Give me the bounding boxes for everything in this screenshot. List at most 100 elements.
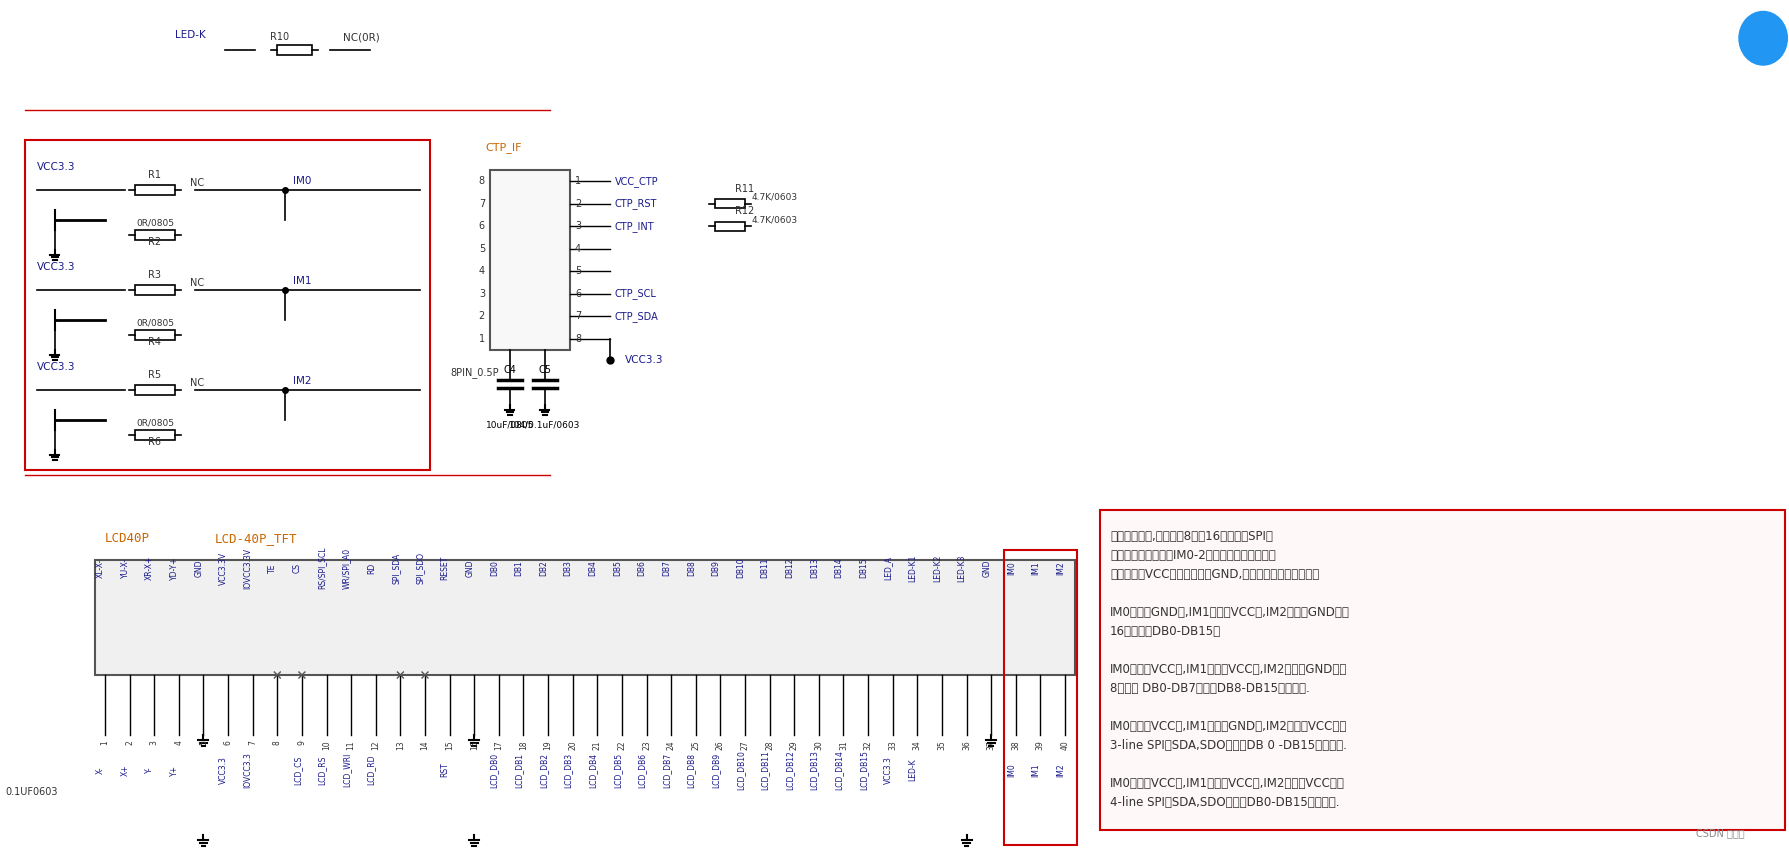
Text: IM0: IM0 — [1005, 561, 1014, 575]
Text: IM0: IM0 — [293, 176, 311, 186]
Text: 39: 39 — [1036, 740, 1045, 750]
Text: 30: 30 — [814, 740, 823, 750]
Text: LCD_DB9: LCD_DB9 — [710, 752, 719, 788]
Text: IM2: IM2 — [293, 376, 311, 386]
Text: 一个上拉到VCC，一个下拉到GND,灵活使用贴片元件处理）: 一个上拉到VCC，一个下拉到GND,灵活使用贴片元件处理） — [1109, 568, 1318, 581]
Text: LCD_RS: LCD_RS — [317, 756, 326, 785]
Text: 6: 6 — [224, 740, 233, 745]
Text: 37: 37 — [986, 740, 995, 750]
Text: 4: 4 — [174, 740, 182, 745]
Text: 4-line SPI：SDA,SDO，其它DB0-DB15接地处理.: 4-line SPI：SDA,SDO，其它DB0-DB15接地处理. — [1109, 796, 1338, 809]
Text: YU-X-: YU-X- — [120, 558, 129, 578]
Text: 16: 16 — [469, 740, 478, 750]
Text: 3: 3 — [150, 740, 159, 745]
Text: DB4: DB4 — [589, 560, 598, 576]
Text: IM2: IM2 — [1056, 561, 1064, 575]
Text: 6: 6 — [479, 221, 485, 231]
Text: IM1: IM1 — [293, 276, 311, 286]
Text: DB3: DB3 — [564, 560, 572, 576]
Text: DB5: DB5 — [612, 560, 621, 576]
Bar — [714, 199, 744, 208]
Bar — [1100, 510, 1784, 830]
Text: NC: NC — [190, 178, 204, 188]
Bar — [134, 230, 175, 240]
Text: 28: 28 — [764, 740, 773, 750]
Text: LCD_DB2: LCD_DB2 — [538, 752, 547, 787]
Text: TE: TE — [268, 564, 277, 573]
Text: IM0: IM0 — [1005, 763, 1014, 777]
Text: SPI_SDA: SPI_SDA — [392, 552, 401, 584]
Bar — [277, 45, 313, 55]
Text: LCD_DB1: LCD_DB1 — [513, 752, 522, 787]
Text: XR-X+: XR-X+ — [145, 556, 154, 581]
Text: 7: 7 — [478, 199, 485, 209]
Text: 9: 9 — [297, 740, 306, 745]
Text: DB1: DB1 — [513, 560, 522, 576]
Text: 3: 3 — [574, 221, 581, 231]
Text: 0R/0805: 0R/0805 — [136, 218, 174, 227]
Text: VCC3.3: VCC3.3 — [624, 355, 664, 365]
Text: 20: 20 — [567, 740, 576, 750]
Text: CTP_SDA: CTP_SDA — [615, 311, 658, 321]
Text: GND: GND — [465, 559, 474, 577]
Text: 104/0.1uF/0603: 104/0.1uF/0603 — [510, 420, 580, 429]
Text: IM0接高（VCC）,IM1接高（VCC）,IM2接地（GND）：: IM0接高（VCC）,IM1接高（VCC）,IM2接地（GND）： — [1109, 663, 1347, 676]
Text: LCD_DB0: LCD_DB0 — [490, 752, 499, 788]
Text: 1: 1 — [574, 176, 581, 186]
Text: 19: 19 — [544, 740, 553, 750]
Text: R12: R12 — [735, 207, 753, 216]
Text: 13: 13 — [395, 740, 404, 750]
Text: LED-K3: LED-K3 — [957, 554, 966, 581]
Text: RD: RD — [367, 563, 376, 574]
Text: Y+: Y+ — [170, 764, 179, 775]
Text: NC: NC — [190, 278, 204, 288]
Text: R2: R2 — [148, 237, 161, 247]
Text: 15: 15 — [445, 740, 454, 750]
Text: GND: GND — [195, 559, 204, 577]
Text: 40: 40 — [1059, 740, 1068, 750]
Text: 4: 4 — [479, 266, 485, 276]
Text: 38: 38 — [1011, 740, 1020, 750]
Text: 0R/0805: 0R/0805 — [136, 418, 174, 427]
Text: IM1: IM1 — [1030, 561, 1039, 575]
Text: 2: 2 — [125, 740, 134, 745]
Text: 5: 5 — [574, 266, 581, 276]
Text: DB15: DB15 — [859, 558, 868, 578]
Text: R6: R6 — [148, 437, 161, 447]
Text: DB12: DB12 — [785, 558, 794, 578]
Text: LED-K2: LED-K2 — [932, 554, 941, 581]
Text: X+: X+ — [120, 764, 129, 776]
Text: VCC3.3: VCC3.3 — [38, 262, 75, 272]
Bar — [134, 385, 175, 395]
Text: 36: 36 — [961, 740, 970, 750]
Text: 6: 6 — [574, 289, 581, 298]
Text: R4: R4 — [148, 337, 161, 347]
Text: VCC3.3: VCC3.3 — [38, 162, 75, 172]
Bar — [714, 222, 744, 230]
Text: VCC3.3: VCC3.3 — [218, 756, 227, 784]
Text: C: C — [1757, 31, 1768, 45]
Text: NC: NC — [190, 378, 204, 388]
Bar — [134, 285, 175, 295]
Text: LCD40P: LCD40P — [106, 532, 150, 545]
Text: 1: 1 — [479, 334, 485, 343]
Text: NC(0R): NC(0R) — [343, 32, 379, 42]
Text: 1: 1 — [100, 740, 109, 745]
Text: RESET: RESET — [440, 556, 449, 581]
Text: 7: 7 — [574, 311, 581, 321]
Text: C4: C4 — [503, 365, 517, 375]
Text: DB0: DB0 — [490, 560, 499, 576]
Bar — [95, 560, 1075, 675]
Bar — [25, 140, 429, 470]
Text: WR/SPI_A0: WR/SPI_A0 — [342, 547, 351, 588]
Text: 31: 31 — [839, 740, 848, 750]
Text: IM0接地（GND）,IM1接高（VCC）,IM2接地（GND）：: IM0接地（GND）,IM1接高（VCC）,IM2接地（GND）： — [1109, 606, 1349, 619]
Text: 4.7K/0603: 4.7K/0603 — [751, 215, 798, 224]
Text: VCC3.3V: VCC3.3V — [218, 552, 227, 585]
Text: 8位接口 DB0-DB7；其它DB8-DB15接地处理.: 8位接口 DB0-DB7；其它DB8-DB15接地处理. — [1109, 682, 1310, 695]
Text: LED-K: LED-K — [907, 759, 916, 781]
Text: 数据端口选择,一般常用8位，16位，串口SPI；: 数据端口选择,一般常用8位，16位，串口SPI； — [1109, 530, 1272, 543]
Text: X-: X- — [97, 766, 106, 774]
Bar — [490, 170, 569, 350]
Text: 21: 21 — [592, 740, 601, 750]
